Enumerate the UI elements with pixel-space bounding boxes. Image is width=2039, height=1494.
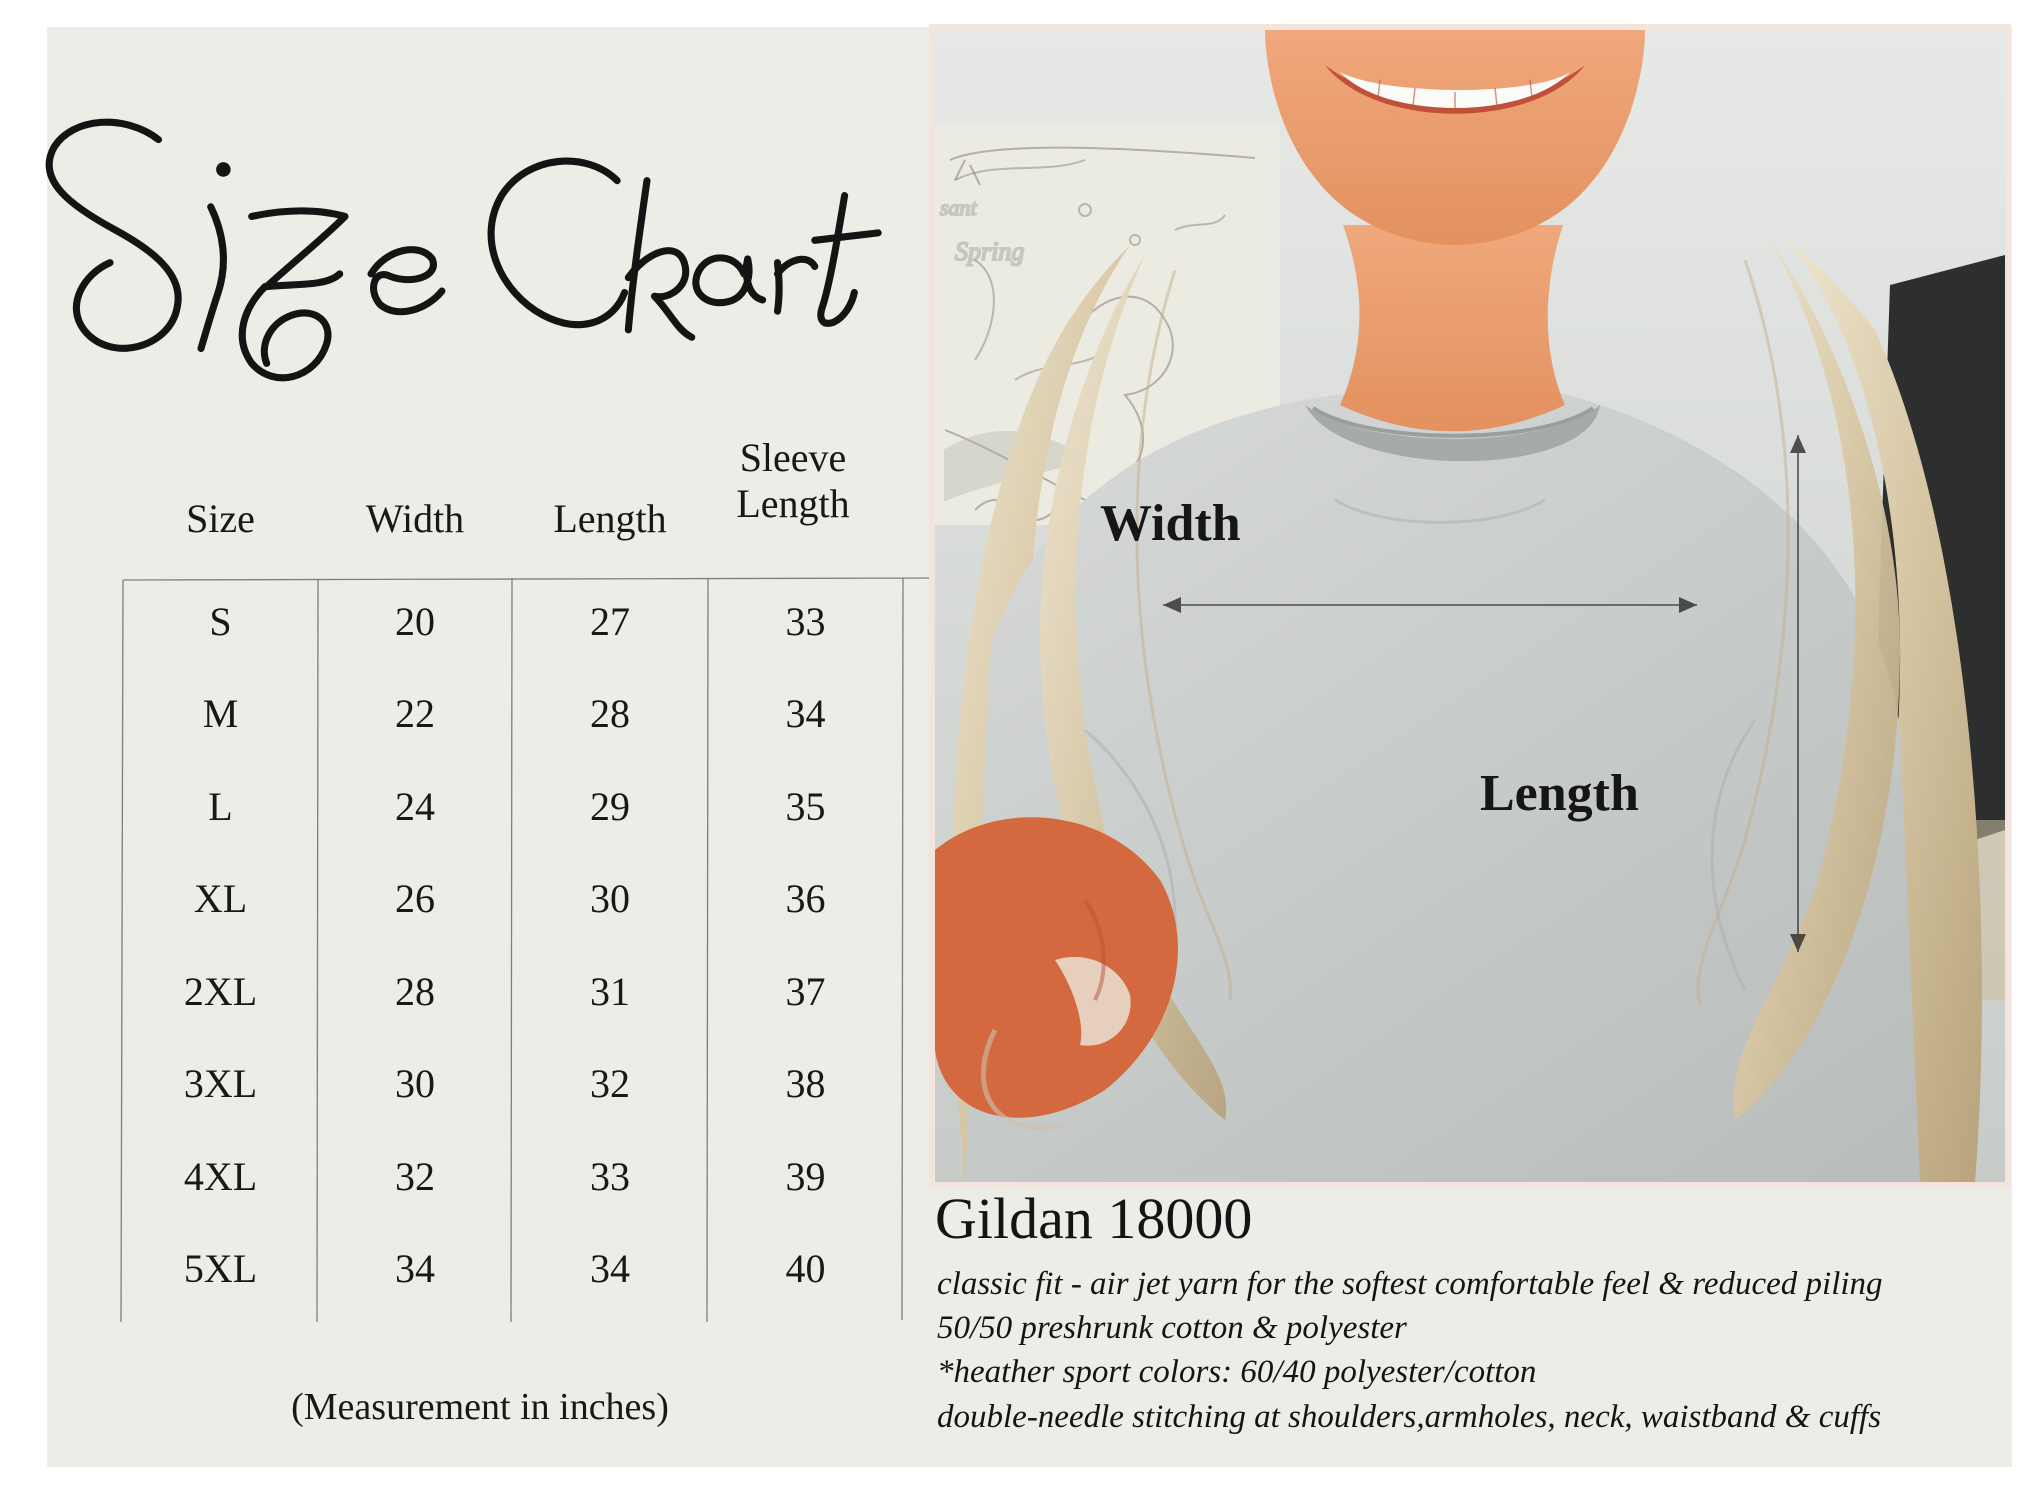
svg-text:Length: Length: [1480, 765, 1639, 822]
svg-text:Width: Width: [1100, 495, 1241, 552]
svg-text:sant: sant: [940, 195, 978, 220]
svg-text:Spring: Spring: [955, 237, 1024, 266]
